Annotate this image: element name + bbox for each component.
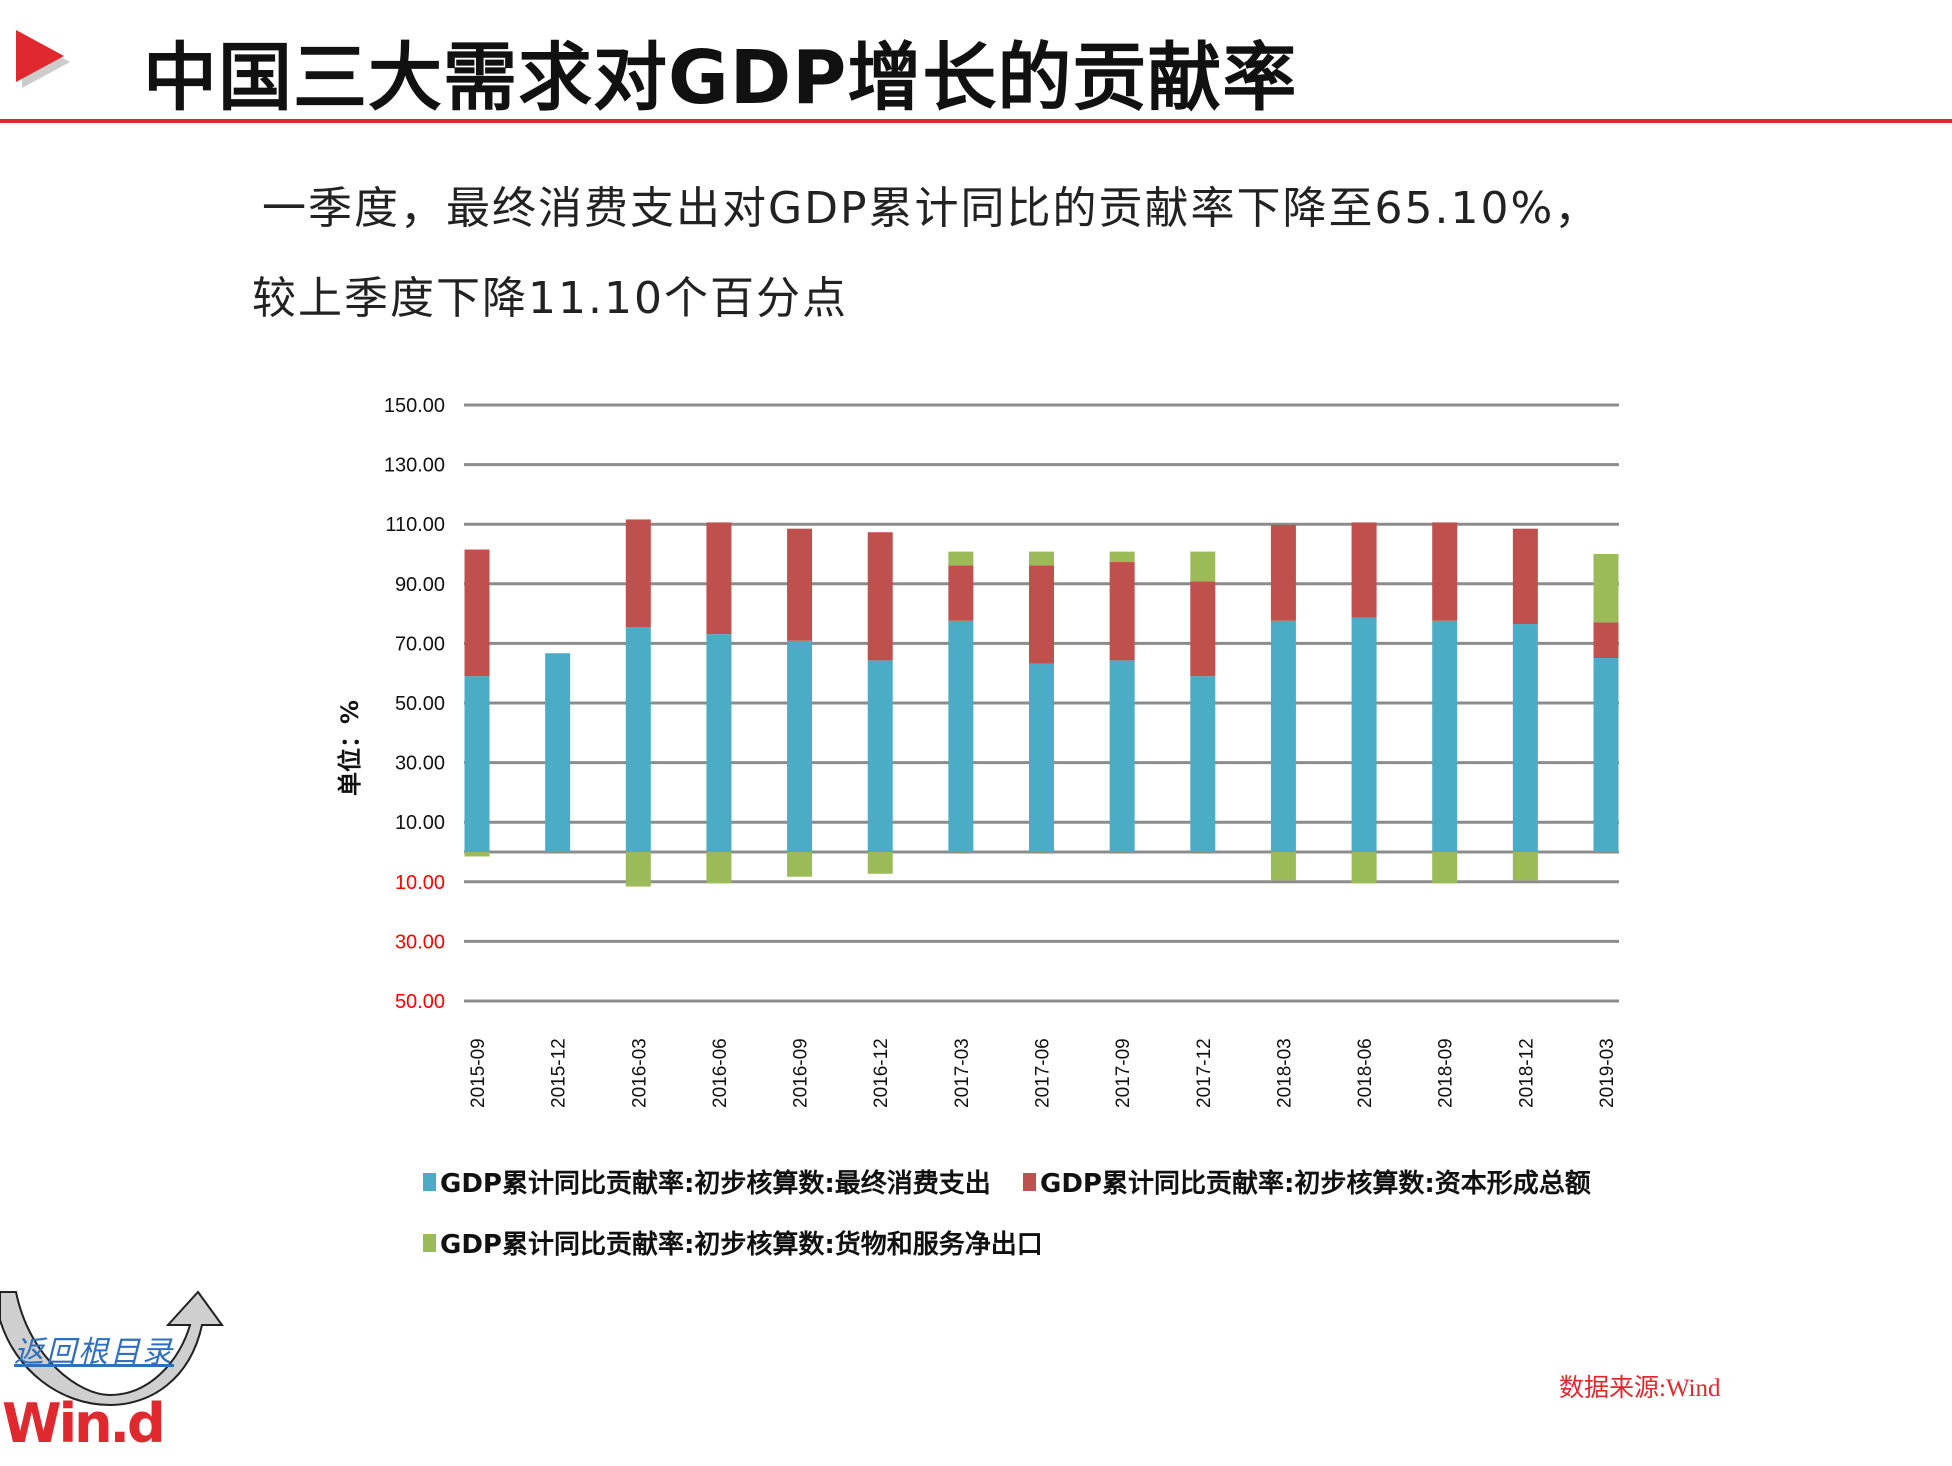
x-tick-label: 2017-12 [1194, 1038, 1215, 1108]
x-tick-label: 2017-09 [1113, 1038, 1134, 1108]
x-tick-label: 2016-06 [710, 1038, 731, 1108]
x-tick-label: 2015-09 [468, 1038, 489, 1108]
bar-segment-capital [1512, 528, 1538, 625]
legend-label: GDP累计同比贡献率:初步核算数:货物和服务净出口 [440, 1230, 1043, 1260]
bar-segment-net-exports [1593, 554, 1619, 623]
legend-item-capital: GDP累计同比贡献率:初步核算数:资本形成总额 [1023, 1163, 1591, 1200]
bar-segment-consumption [1593, 658, 1619, 852]
bar-segment-consumption [1029, 663, 1054, 852]
page-title: 中国三大需求对GDP增长的贡献率 [143, 35, 1298, 121]
bar-segment-capital [1029, 565, 1054, 664]
bar-segment-net-exports [1270, 852, 1296, 881]
logo-arrow-icon [0, 1290, 224, 1407]
bar-segment-consumption [1512, 624, 1538, 852]
bar-segment-capital [867, 532, 893, 661]
legend-swatch [1023, 1172, 1036, 1191]
title-divider [0, 119, 1952, 123]
bar-segment-capital [787, 528, 813, 641]
bar-segment-consumption [948, 620, 974, 852]
y-axis-title: 单位：% [336, 700, 364, 796]
bar-segment-net-exports [1432, 852, 1458, 884]
x-tick-label: 2017-06 [1033, 1038, 1054, 1108]
y-tick-label: 30.00 [395, 931, 445, 953]
x-tick-label: 2018-09 [1436, 1038, 1457, 1108]
bar-segment-consumption [1351, 617, 1377, 852]
legend-swatch [423, 1172, 436, 1191]
bar-segment-consumption [706, 634, 732, 852]
x-tick-label: 2018-12 [1516, 1038, 1537, 1108]
bar-segment-capital [1432, 522, 1458, 621]
bar-segment-consumption [625, 627, 651, 852]
x-tick-label: 2018-06 [1355, 1038, 1376, 1108]
y-tick-label: 90.00 [395, 574, 445, 596]
bar-segment-capital [1593, 622, 1619, 659]
legend-swatch [423, 1233, 436, 1252]
y-tick-label: 10.00 [395, 812, 445, 834]
bar-segment-capital [464, 549, 490, 677]
bar-segment-net-exports [706, 852, 732, 884]
y-tick-label: 50.00 [395, 991, 445, 1013]
bar-segment-net-exports [1190, 551, 1216, 582]
bar-segment-net-exports [1351, 852, 1377, 884]
y-tick-label: 150.00 [384, 395, 445, 417]
bar-segment-consumption [545, 653, 571, 852]
bar-segment-consumption [787, 640, 813, 852]
bar-segment-capital [625, 519, 651, 628]
bar-segment-consumption [867, 660, 893, 852]
bar-segment-net-exports [787, 852, 813, 877]
x-tick-label: 2017-03 [952, 1038, 973, 1108]
stacked-bar-chart: 150.00 130.00 110.00 90.00 70.00 50.00 30.00 10… [336, 395, 1619, 1108]
legend-label: GDP累计同比贡献率:初步核算数:最终消费支出 [440, 1169, 991, 1199]
data-source: 数据来源:Wind [1559, 1375, 1721, 1402]
y-tick-label: 70.00 [395, 633, 445, 655]
x-tick-label: 2016-09 [791, 1038, 812, 1108]
bar-segment-capital [1190, 581, 1216, 677]
bar-segment-consumption [1270, 620, 1296, 852]
y-tick-label: 30.00 [395, 753, 445, 775]
bar-segment-net-exports [625, 852, 651, 887]
bar-segment-capital [948, 565, 974, 621]
bar-segment-capital [1109, 562, 1135, 661]
legend-item-consumption: GDP累计同比贡献率:初步核算数:最终消费支出 [423, 1163, 991, 1200]
bar-segment-net-exports [867, 852, 893, 874]
y-tick-label: 130.00 [384, 455, 445, 477]
legend-item-net-exports: GDP累计同比贡献率:初步核算数:货物和服务净出口 [423, 1224, 1043, 1261]
summary-line-1: 一季度，最终消费支出对GDP累计同比的贡献率下降至65.10%， [262, 183, 1601, 234]
bar-segment-net-exports [1029, 551, 1054, 566]
legend-label: GDP累计同比贡献率:初步核算数:资本形成总额 [1040, 1169, 1591, 1199]
bar-segment-consumption [464, 676, 490, 852]
summary-line-2: 较上季度下降11.10个百分点 [252, 273, 848, 324]
bar-segment-net-exports [464, 852, 490, 857]
bar-segment-consumption [1190, 676, 1216, 852]
y-tick-label: 10.00 [395, 872, 445, 894]
y-tick-label: 110.00 [385, 514, 445, 536]
x-tick-label: 2016-03 [629, 1038, 650, 1108]
bar-segment-capital [1351, 522, 1377, 618]
x-tick-label: 2015-12 [549, 1038, 570, 1108]
bar-segment-net-exports [948, 551, 974, 566]
x-tick-label: 2019-03 [1597, 1038, 1618, 1108]
bar-segment-capital [706, 522, 732, 635]
x-tick-label: 2018-03 [1274, 1038, 1295, 1108]
x-tick-label: 2016-12 [871, 1038, 892, 1108]
title-marker-icon [16, 30, 70, 88]
y-tick-label: 50.00 [395, 693, 445, 715]
bar-segment-consumption [1109, 660, 1135, 852]
bar-segment-net-exports [1109, 551, 1135, 563]
wind-logo: Win.d [2, 1392, 166, 1455]
bar-segment-capital [1270, 524, 1296, 621]
back-to-contents-link[interactable]: 返回根目录 [14, 1335, 174, 1370]
bar-segment-net-exports [1512, 852, 1538, 881]
bar-segment-consumption [1432, 620, 1458, 852]
